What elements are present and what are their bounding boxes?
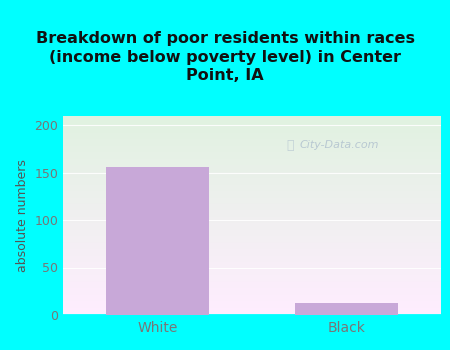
Bar — [105, 167, 210, 315]
Bar — [294, 303, 399, 315]
Text: ⓘ: ⓘ — [286, 139, 293, 152]
Text: Breakdown of poor residents within races
(income below poverty level) in Center
: Breakdown of poor residents within races… — [36, 31, 414, 84]
Y-axis label: absolute numbers: absolute numbers — [16, 159, 29, 272]
Text: City-Data.com: City-Data.com — [299, 140, 379, 150]
